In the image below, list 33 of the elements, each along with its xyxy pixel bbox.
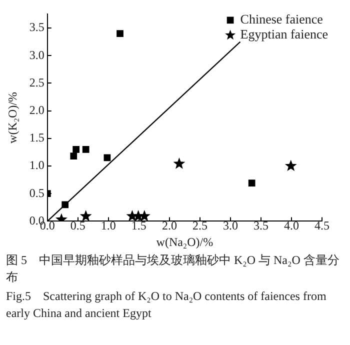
y-tick-label: 3.0 (29, 48, 44, 62)
y-tick-label: 1.5 (29, 130, 44, 145)
point (72, 146, 80, 153)
y-tick-label: 0.5 (29, 186, 44, 200)
x-tick-label: 1.5 (131, 218, 146, 233)
y-tick-label: 3.5 (29, 20, 44, 34)
y-tick-label: 2.0 (29, 102, 44, 117)
x-tick-label: 3.0 (222, 218, 238, 233)
y-tick-label: 2.5 (29, 75, 44, 90)
x-tick-label: 1.0 (100, 218, 116, 233)
x-tick-label: 2.0 (162, 218, 177, 233)
point (116, 30, 124, 37)
point (104, 154, 111, 162)
y-axis-title: w(K₂O)/% (5, 92, 20, 144)
x-tick-label: 4.0 (284, 218, 299, 233)
point (284, 160, 297, 172)
x-tick-label: 4.5 (314, 218, 330, 233)
point (70, 152, 78, 160)
x-tick-label: 0.5 (70, 218, 86, 233)
legend-label: Chinese faience (240, 12, 324, 27)
legend-label: Egyptian faience (240, 26, 328, 42)
caption: Fig.5 Scattering graph of K₂O to Na₂O contents of faiences from early China and ancient Egypt (5, 288, 328, 322)
y-tick-label: 1.0 (29, 158, 44, 172)
point (62, 201, 69, 208)
point (82, 146, 90, 153)
point (248, 180, 256, 187)
x-tick-label: 3.5 (253, 218, 268, 233)
x-axis-title: w(Na₂O)/% (156, 234, 214, 249)
point (138, 210, 150, 222)
point (80, 210, 92, 222)
x-tick-label: 2.5 (192, 218, 208, 233)
point (173, 158, 186, 169)
caption: 图 5 中国早期釉砂样品与埃及玻璃釉砂中 K₂O 与 Na₂O 含量分布 (5, 252, 340, 286)
